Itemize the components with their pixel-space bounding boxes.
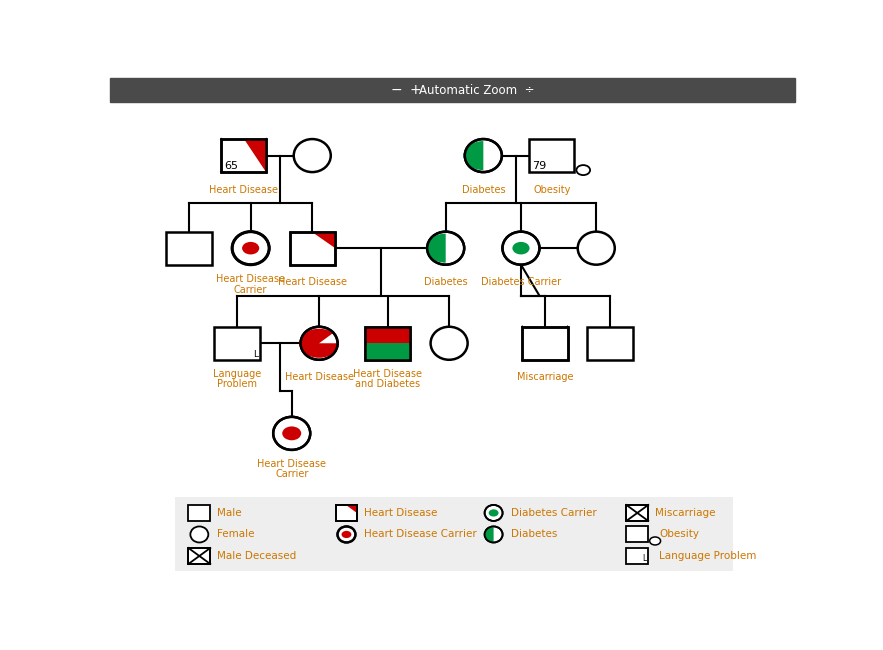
- Text: Automatic Zoom  ÷: Automatic Zoom ÷: [419, 83, 534, 96]
- Bar: [626, 505, 648, 521]
- Text: Diabetes: Diabetes: [462, 185, 505, 194]
- Text: Diabetes Carrier: Diabetes Carrier: [481, 277, 561, 287]
- Ellipse shape: [427, 231, 464, 265]
- Bar: [626, 548, 648, 564]
- Circle shape: [488, 510, 499, 517]
- Text: Male: Male: [217, 508, 242, 518]
- Bar: [290, 231, 335, 265]
- Ellipse shape: [502, 231, 540, 265]
- Bar: [365, 327, 410, 360]
- Bar: [529, 139, 574, 172]
- Polygon shape: [346, 505, 358, 513]
- Circle shape: [342, 531, 351, 538]
- Circle shape: [283, 426, 301, 440]
- Text: Carrier: Carrier: [234, 285, 268, 294]
- Bar: [336, 505, 358, 521]
- Ellipse shape: [273, 417, 310, 450]
- Text: L: L: [643, 554, 647, 563]
- Bar: [215, 327, 260, 360]
- Bar: [188, 548, 210, 564]
- Text: Diabetes Carrier: Diabetes Carrier: [511, 508, 597, 518]
- Ellipse shape: [294, 139, 331, 172]
- Text: Heart Disease: Heart Disease: [353, 369, 422, 379]
- Bar: [188, 548, 210, 564]
- Bar: [222, 139, 267, 172]
- Text: Heart Disease: Heart Disease: [209, 185, 278, 194]
- Text: Male Deceased: Male Deceased: [217, 551, 297, 561]
- Wedge shape: [299, 329, 339, 358]
- Bar: [176, 497, 733, 571]
- Text: Diabetes: Diabetes: [511, 530, 558, 540]
- Text: Diabetes: Diabetes: [424, 277, 467, 287]
- Text: Language: Language: [213, 369, 261, 379]
- Wedge shape: [426, 233, 446, 263]
- Ellipse shape: [232, 231, 269, 265]
- Wedge shape: [464, 141, 483, 170]
- Text: 79: 79: [532, 161, 547, 171]
- Text: Problem: Problem: [217, 379, 257, 389]
- Bar: [290, 231, 335, 265]
- Ellipse shape: [485, 526, 502, 543]
- Ellipse shape: [300, 327, 337, 360]
- Text: Obesity: Obesity: [533, 185, 570, 194]
- Text: Heart Disease Carrier: Heart Disease Carrier: [365, 530, 477, 540]
- Polygon shape: [313, 231, 335, 248]
- Circle shape: [242, 242, 260, 254]
- Ellipse shape: [577, 231, 615, 265]
- Ellipse shape: [431, 327, 468, 360]
- Bar: [626, 526, 648, 543]
- Text: −: −: [390, 83, 403, 97]
- Circle shape: [512, 242, 530, 254]
- Circle shape: [650, 537, 660, 545]
- Text: Heart Disease: Heart Disease: [278, 277, 347, 287]
- Text: Heart Disease: Heart Disease: [257, 459, 326, 469]
- Circle shape: [577, 165, 590, 175]
- Bar: [523, 327, 568, 360]
- Text: Female: Female: [217, 530, 254, 540]
- Text: Heart Disease: Heart Disease: [365, 508, 438, 518]
- Bar: [110, 78, 795, 102]
- Text: Miscarriage: Miscarriage: [517, 372, 573, 382]
- Text: Obesity: Obesity: [660, 530, 699, 540]
- Text: Heart Disease: Heart Disease: [284, 372, 353, 382]
- Bar: [626, 505, 648, 521]
- Ellipse shape: [464, 139, 502, 172]
- Text: Carrier: Carrier: [275, 469, 308, 479]
- Bar: [365, 343, 410, 360]
- Text: Language Problem: Language Problem: [660, 551, 757, 561]
- Polygon shape: [244, 139, 267, 172]
- Bar: [222, 139, 267, 172]
- Ellipse shape: [337, 526, 356, 543]
- Bar: [365, 327, 410, 360]
- Bar: [167, 231, 212, 265]
- Text: L: L: [253, 350, 258, 359]
- Text: Heart Disease: Heart Disease: [216, 274, 285, 283]
- Bar: [188, 505, 210, 521]
- Bar: [336, 505, 358, 521]
- Text: and Diabetes: and Diabetes: [355, 379, 420, 389]
- Bar: [523, 327, 568, 360]
- Ellipse shape: [191, 526, 208, 543]
- Bar: [587, 327, 632, 360]
- Wedge shape: [484, 527, 494, 541]
- Text: Miscarriage: Miscarriage: [655, 508, 716, 518]
- Text: 65: 65: [224, 161, 238, 171]
- Text: +: +: [409, 83, 420, 97]
- Ellipse shape: [485, 505, 502, 521]
- Bar: [365, 327, 410, 343]
